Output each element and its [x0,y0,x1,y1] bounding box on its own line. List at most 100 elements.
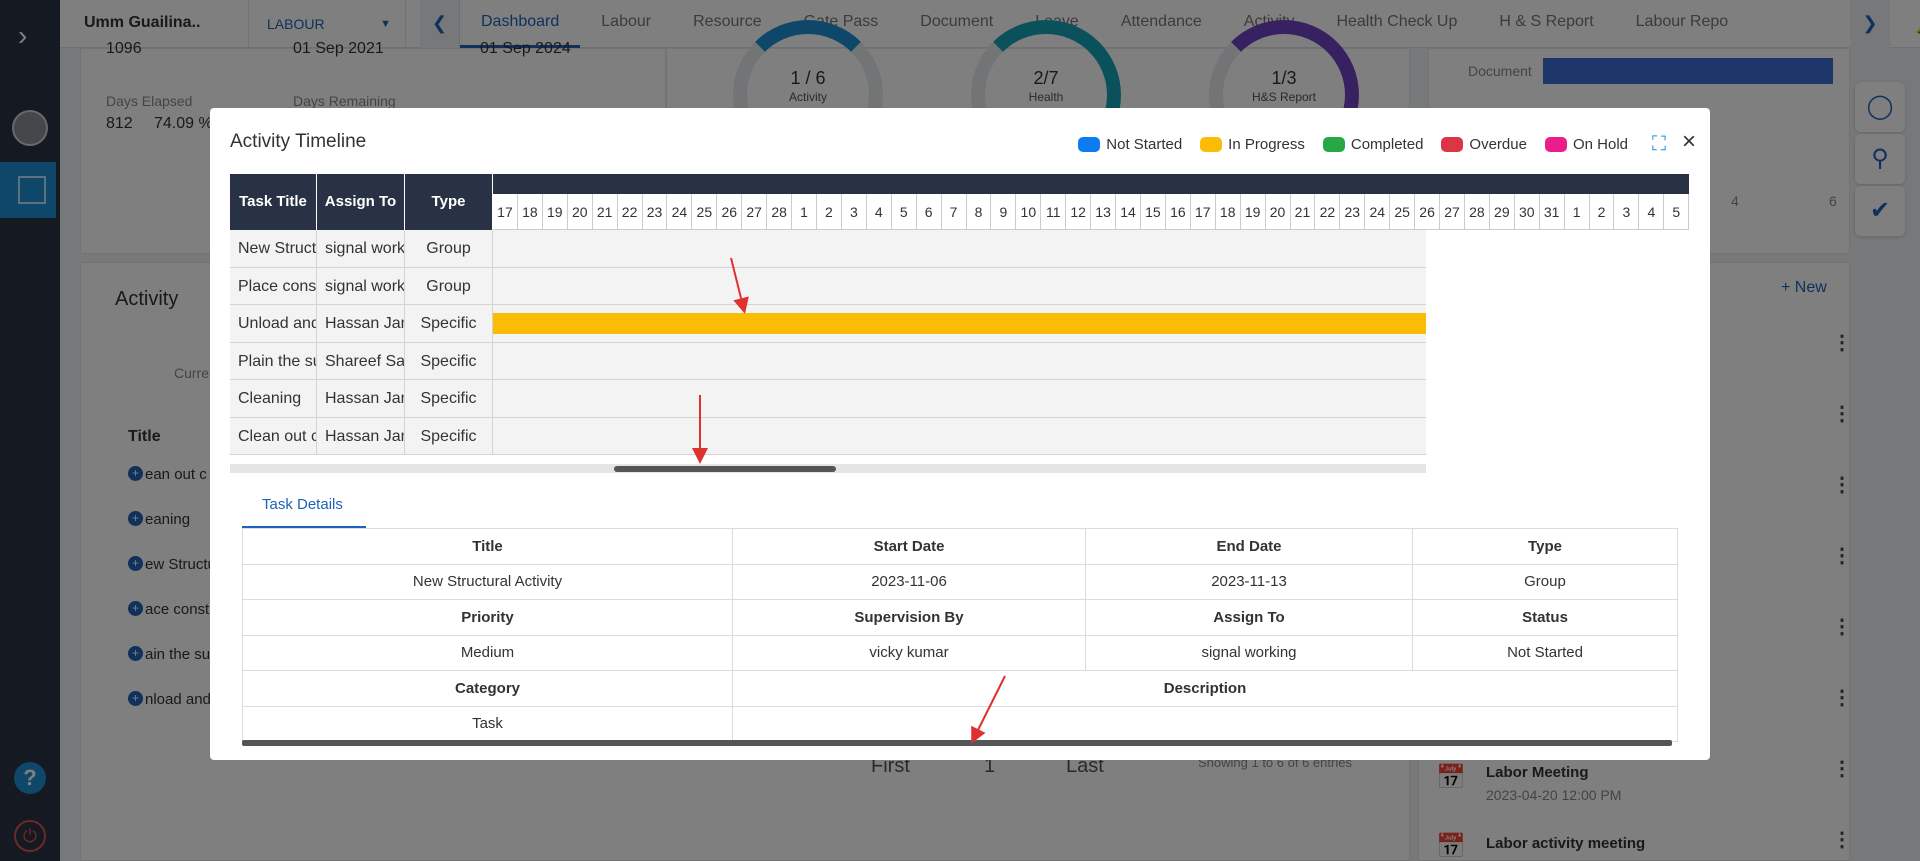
day-label: 25 [692,194,718,229]
type-cell[interactable]: Group [405,230,493,267]
assign-to-value: signal working [1085,634,1413,671]
gantt-track[interactable] [493,305,1426,342]
title-header: Title [242,528,733,565]
day-label: 21 [593,194,618,229]
legend-label: In Progress [1228,136,1305,153]
tab-task-details[interactable]: Task Details [262,496,343,513]
day-label: 9 [991,194,1017,229]
type-cell[interactable]: Specific [405,417,493,454]
gantt-row[interactable]: Unload and Hassan Jan Specific [230,305,1426,343]
day-label: 18 [518,194,543,229]
gantt-row[interactable]: Cleaning Hassan Jan Specific [230,380,1426,418]
gantt-track[interactable] [493,418,1426,455]
day-label: 11 [1041,194,1067,229]
gantt-scrollbar[interactable] [230,464,1426,473]
task-title-cell[interactable]: Place construction [230,267,317,304]
day-label: 2 [817,194,842,229]
end-date-header: End Date [1085,528,1413,565]
day-label: 6 [917,194,942,229]
type-cell[interactable]: Group [405,267,493,304]
task-title-cell[interactable]: New Structural Activity [230,230,317,267]
day-label: 12 [1066,194,1092,229]
day-label: 1 [1565,194,1590,229]
task-title-cell[interactable]: Clean out c [230,417,317,454]
type-cell[interactable]: Specific [405,305,493,342]
type-header[interactable]: Type [405,174,493,230]
legend-item: On Hold [1544,136,1628,153]
gantt-row[interactable]: New Structural Activitysignal workingGro… [230,230,1426,268]
assign-to-header[interactable]: Assign To [317,174,405,230]
task-details-table: Title Start Date End Date Type New Struc… [242,528,1678,742]
gantt-scrollbar-thumb[interactable] [614,466,836,472]
assign-to-cell[interactable]: Shareef Sa [317,342,405,379]
day-label: 20 [568,194,593,229]
task-title-cell[interactable]: Unload and [230,305,317,342]
day-label: 29 [1490,194,1515,229]
day-label: 3 [1614,194,1640,229]
legend-swatch [1078,137,1101,152]
day-label: 20 [1266,194,1291,229]
close-icon[interactable]: × [1681,128,1696,155]
table-row: Priority Supervision By Assign To Status [242,599,1678,636]
day-label: 28 [767,194,793,229]
day-label: 27 [1440,194,1465,229]
table-row: Title Start Date End Date Type [242,528,1678,565]
assign-to-cell[interactable]: signal working [317,267,405,304]
assign-to-cell[interactable]: Hassan Jan [317,380,405,417]
table-row: Category Description [242,670,1678,707]
day-label: 26 [1415,194,1441,229]
task-title-cell[interactable]: Plain the surface [230,342,317,379]
details-scrollbar[interactable] [242,740,1672,746]
gantt-row[interactable]: Place constructionsignal workingGroup [230,267,1426,305]
modal-title: Activity Timeline [230,131,367,152]
task-bar[interactable] [493,313,1426,334]
gantt-track[interactable] [493,380,1426,417]
day-label: 15 [1141,194,1166,229]
day-label: 3 [842,194,867,229]
day-label: 25 [1390,194,1416,229]
category-header: Category [242,670,733,707]
day-label: 1 [792,194,817,229]
assign-to-cell[interactable]: Hassan Jan [317,305,405,342]
start-date-value: 2023-11-06 [732,563,1086,600]
category-value: Task [242,705,733,742]
day-label: 26 [717,194,743,229]
supervision-header: Supervision By [732,599,1086,636]
fullscreen-icon[interactable]: ⛶ [1652,133,1666,155]
day-label: 24 [1365,194,1391,229]
day-label: 16 [1166,194,1191,229]
day-label: 24 [667,194,693,229]
day-label: 19 [543,194,568,229]
type-cell[interactable]: Specific [405,380,493,417]
day-label: 27 [742,194,768,229]
gantt-track[interactable] [493,268,1426,305]
assign-to-cell[interactable]: Hassan Jan [317,417,405,454]
gantt-track[interactable] [493,343,1426,380]
gantt-track[interactable] [493,230,1426,267]
task-title-header[interactable]: Task Title [230,174,317,230]
gantt-grid-header: Task Title Assign To Type [230,174,493,230]
day-label: 22 [618,194,643,229]
type-cell[interactable]: Specific [405,342,493,379]
day-label: 14 [1116,194,1141,229]
day-label: 8 [967,194,992,229]
assign-to-cell[interactable]: signal working [317,230,405,267]
day-label: 10 [1016,194,1042,229]
tab-indicator [242,526,366,528]
day-label: 19 [1241,194,1266,229]
legend-item: Not Started [1078,136,1182,153]
day-label: 4 [1639,194,1665,229]
day-label: 18 [1216,194,1241,229]
start-date-header: Start Date [732,528,1086,565]
day-label: 23 [1340,194,1366,229]
table-row: Medium vicky kumar signal working Not St… [242,634,1678,671]
legend-item: Completed [1322,136,1423,153]
day-label: 13 [1091,194,1117,229]
day-label: 23 [643,194,668,229]
legend-swatch [1200,137,1223,152]
title-value: New Structural Activity [242,563,733,600]
task-title-cell[interactable]: Cleaning [230,380,317,417]
gantt-row[interactable]: Clean out c Hassan Jan Specific [230,417,1426,455]
day-label: 17 [1191,194,1216,229]
